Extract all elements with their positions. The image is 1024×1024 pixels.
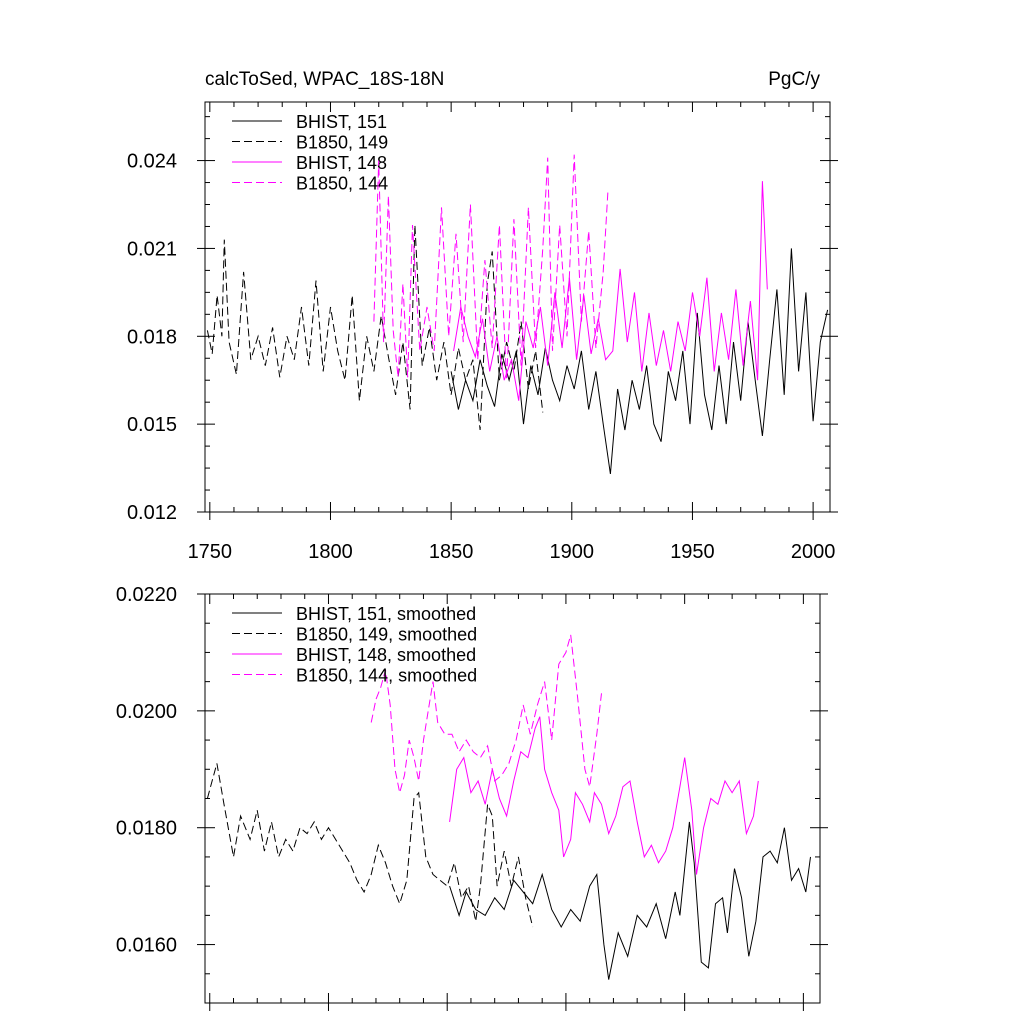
x-tick-label: 2000 bbox=[791, 541, 836, 563]
legend-label: BHIST, 151 bbox=[296, 112, 387, 132]
legend-label: B1850, 149, smoothed bbox=[296, 625, 477, 645]
x-tick-label: 1900 bbox=[550, 541, 595, 563]
x-tick-label: 1800 bbox=[308, 541, 353, 563]
legend-label: BHIST, 148 bbox=[296, 153, 387, 173]
y-tick-label: 0.0200 bbox=[116, 701, 177, 723]
y-tick-label: 0.021 bbox=[127, 238, 177, 260]
y-tick-label: 0.0180 bbox=[116, 818, 177, 840]
y-tick-label: 0.024 bbox=[127, 151, 177, 173]
series-line-2 bbox=[206, 763, 534, 928]
series-line-4 bbox=[370, 634, 602, 793]
bottom-panel: 0.0160 0.0180 0.0200 0.0220 BHIST, 151, smoo… bbox=[116, 584, 828, 1011]
series-line-1 bbox=[450, 248, 829, 474]
chart-title: calcToSed, WPAC_18S-18N bbox=[205, 69, 444, 90]
series-line-1 bbox=[449, 821, 811, 980]
series-line-4 bbox=[373, 154, 609, 381]
x-tick-label: 1750 bbox=[188, 541, 233, 563]
legend-label: B1850, 144 bbox=[296, 174, 388, 194]
legend-label: B1850, 149 bbox=[296, 133, 388, 153]
x-tick-label: 1850 bbox=[429, 541, 474, 563]
units-label: PgC/y bbox=[768, 69, 820, 90]
legend-label: BHIST, 151, smoothed bbox=[296, 604, 476, 624]
y-tick-label: 0.018 bbox=[127, 326, 177, 348]
legend-label: BHIST, 148, smoothed bbox=[296, 645, 476, 665]
legend-label: B1850, 144, smoothed bbox=[296, 666, 477, 686]
y-tick-label: 0.0160 bbox=[116, 935, 177, 957]
x-tick-label: 1950 bbox=[670, 541, 715, 563]
series-line-2 bbox=[206, 224, 544, 431]
series-line-3 bbox=[453, 181, 768, 401]
y-tick-label: 0.0220 bbox=[116, 584, 177, 606]
top-panel: 1750 1800 1850 1900 1950 2000 0.012 0.015 0.018 0… bbox=[127, 101, 838, 563]
plot-frame bbox=[204, 101, 831, 513]
y-tick-label: 0.012 bbox=[127, 502, 177, 524]
series-line-3 bbox=[449, 716, 759, 875]
y-tick-label: 0.015 bbox=[127, 414, 177, 436]
